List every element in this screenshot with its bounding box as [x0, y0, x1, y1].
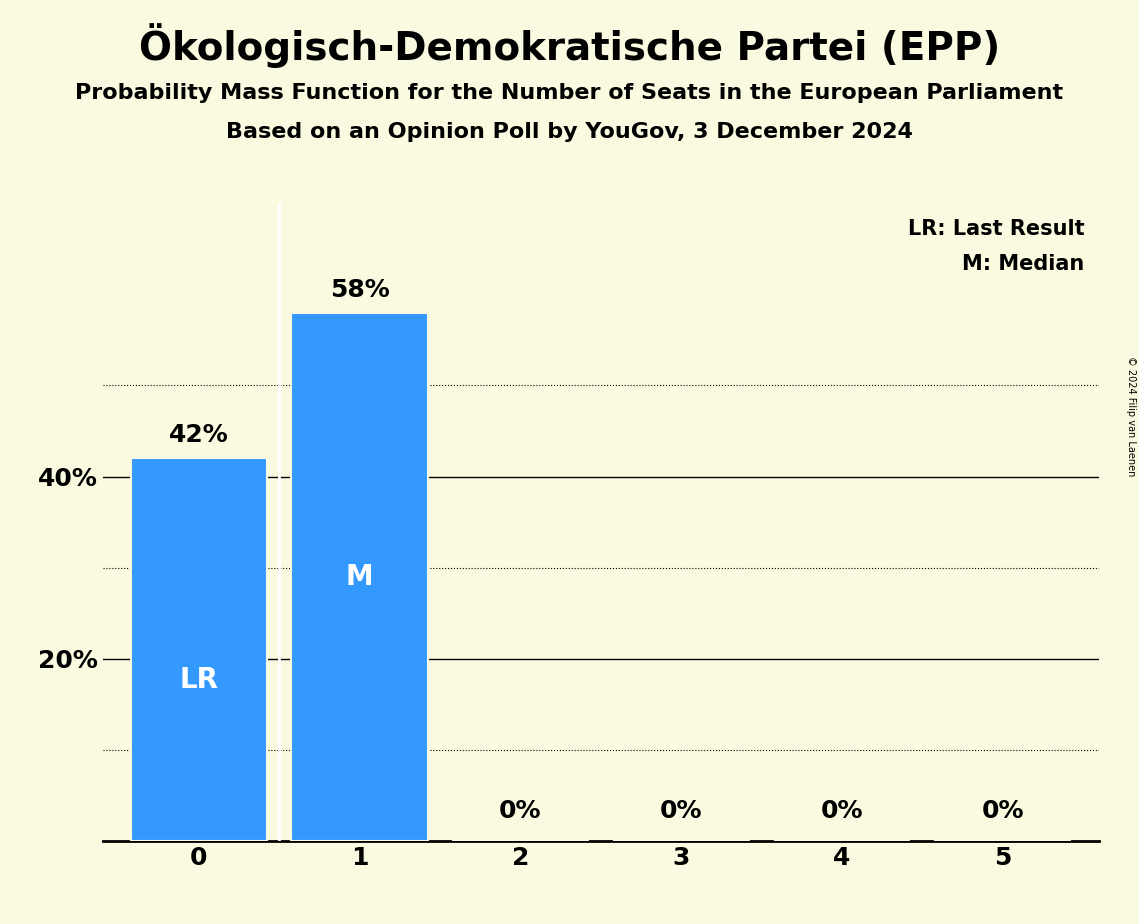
- Bar: [131, 458, 268, 841]
- Text: LR: Last Result: LR: Last Result: [908, 219, 1084, 239]
- Text: 58%: 58%: [330, 277, 390, 301]
- Text: 0%: 0%: [499, 798, 542, 822]
- Text: 0%: 0%: [659, 798, 703, 822]
- Text: M: Median: M: Median: [962, 254, 1084, 274]
- Text: 0%: 0%: [821, 798, 863, 822]
- Text: Ökologisch-Demokratische Partei (EPP): Ökologisch-Demokratische Partei (EPP): [139, 23, 1000, 68]
- Text: LR: LR: [180, 666, 219, 694]
- Text: Probability Mass Function for the Number of Seats in the European Parliament: Probability Mass Function for the Number…: [75, 83, 1064, 103]
- Text: © 2024 Filip van Laenen: © 2024 Filip van Laenen: [1126, 356, 1136, 476]
- Text: 42%: 42%: [169, 423, 229, 447]
- Text: 0%: 0%: [982, 798, 1024, 822]
- Text: Based on an Opinion Poll by YouGov, 3 December 2024: Based on an Opinion Poll by YouGov, 3 De…: [226, 122, 913, 142]
- Text: M: M: [346, 563, 374, 590]
- Bar: [292, 312, 428, 841]
